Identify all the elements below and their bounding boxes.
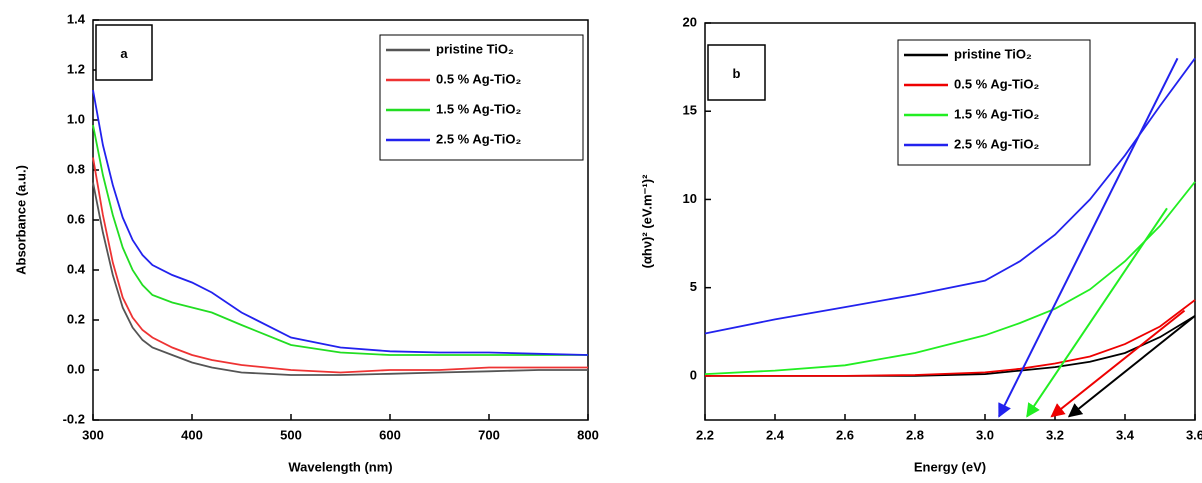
panel-label-box [707,44,766,101]
x-tick-label: 2.8 [906,427,924,442]
y-axis-title: Absorbance (a.u.) [13,165,28,275]
legend-label: 0.5 % Ag-TiO₂ [954,76,1039,91]
data-line [92,182,588,376]
legend-label: 0.5 % Ag-TiO₂ [436,71,521,86]
x-tick-label: 2.4 [766,427,785,442]
plot-frame [704,22,1196,421]
y-tick-label: 0.8 [67,161,85,176]
x-tick-label: 3.0 [976,427,994,442]
panel-label: b [733,66,741,81]
data-line [92,124,588,356]
y-tick-label: 0 [690,367,697,382]
tangent-arrow [1067,315,1196,418]
y-tick-label: 1.4 [67,11,86,26]
legend-label: pristine TiO₂ [954,46,1032,61]
legend-label: 1.5 % Ag-TiO₂ [954,106,1039,121]
x-tick-label: 600 [379,427,401,442]
x-tick-label: 3.6 [1186,427,1202,442]
tangent-arrow [1050,309,1186,418]
x-tick-label: 3.4 [1116,427,1135,442]
y-tick-label: 0.0 [67,361,85,376]
legend-label: 2.5 % Ag-TiO₂ [954,136,1039,151]
y-tick-label: -0.2 [63,411,85,426]
y-tick-label: 20 [683,14,697,29]
data-line [705,299,1196,377]
legend-label: 2.5 % Ag-TiO₂ [436,131,521,146]
y-tick-label: 0.4 [67,261,86,276]
y-tick-label: 15 [683,103,697,118]
x-tick-label: 3.2 [1046,427,1064,442]
data-line [704,181,1196,375]
y-tick-label: 0.6 [67,211,85,226]
panel-label-box [95,24,153,81]
y-tick-label: 10 [683,191,697,206]
data-line [92,157,588,374]
y-axis-title: (αhν)² (eV.m⁻¹)² [639,174,654,268]
tangent-arrow [998,57,1179,418]
x-tick-label: 300 [82,427,104,442]
legend-label: pristine TiO₂ [436,41,514,56]
y-tick-label: 1.0 [67,111,85,126]
x-axis-title: Energy (eV) [914,459,986,474]
x-tick-label: 400 [181,427,203,442]
x-tick-label: 800 [577,427,599,442]
y-tick-label: 1.2 [67,61,85,76]
panel-label: a [120,46,128,61]
tangent-arrow [1026,207,1168,418]
legend-label: 1.5 % Ag-TiO₂ [436,101,521,116]
x-tick-label: 2.2 [696,427,714,442]
y-tick-label: 0.2 [67,311,85,326]
y-tick-label: 5 [690,279,697,294]
x-axis-title: Wavelength (nm) [288,459,392,474]
x-tick-label: 700 [478,427,500,442]
data-line [92,89,589,356]
x-tick-label: 2.6 [836,427,854,442]
x-tick-label: 500 [280,427,302,442]
